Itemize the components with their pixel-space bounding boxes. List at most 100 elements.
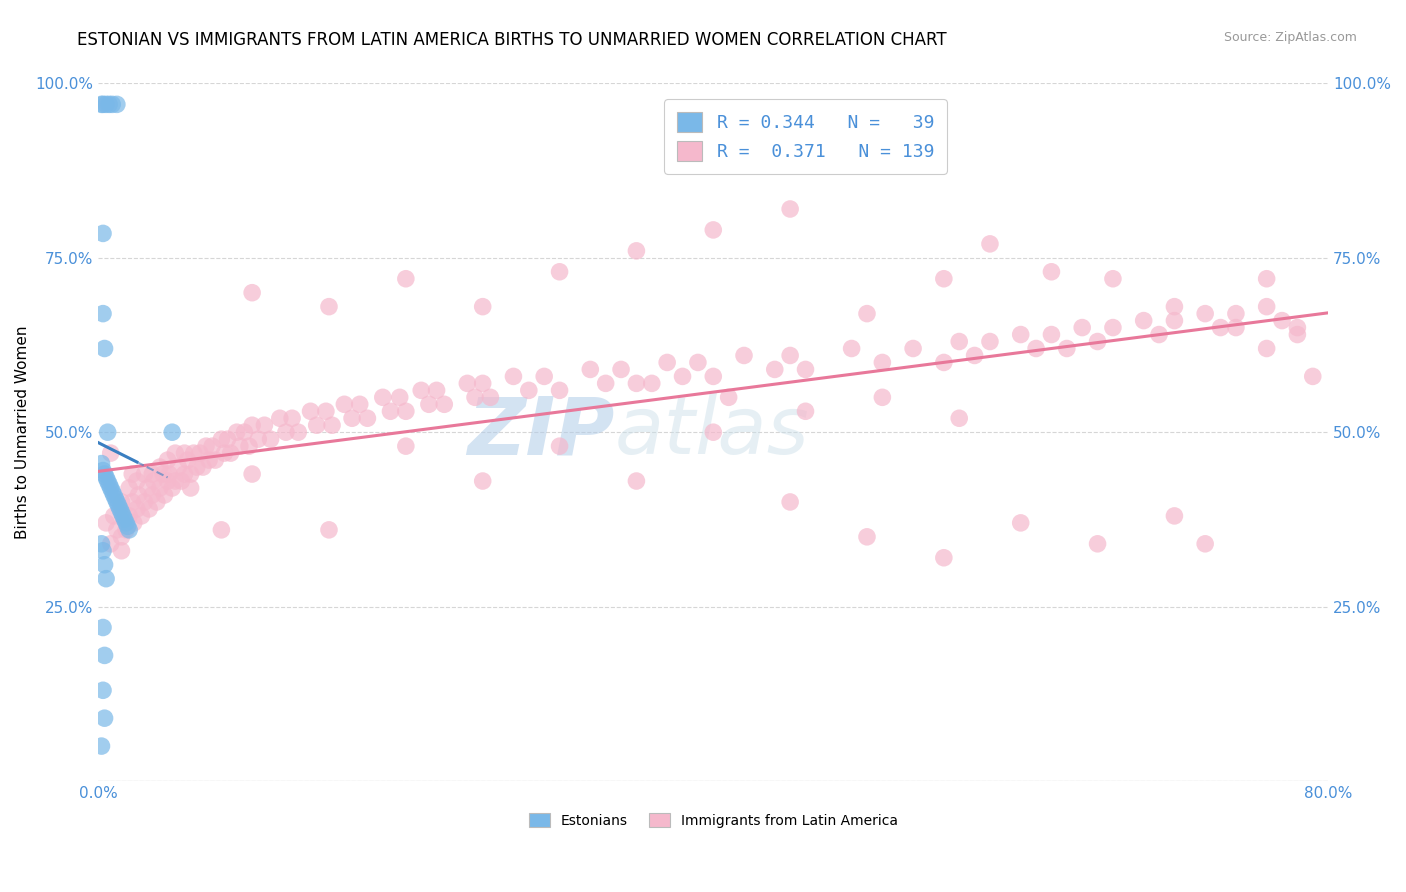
- Point: [464, 390, 486, 404]
- Point: [90, 537, 112, 551]
- Point: [948, 334, 970, 349]
- Point: [100, 481, 122, 495]
- Point: [91, 307, 114, 321]
- Point: [1163, 313, 1185, 327]
- Point: [349, 397, 371, 411]
- Point: [93, 558, 115, 572]
- Point: [1087, 537, 1109, 551]
- Point: [1132, 313, 1154, 327]
- Point: [98, 97, 121, 112]
- Point: [176, 453, 198, 467]
- Point: [127, 488, 149, 502]
- Point: [471, 376, 494, 391]
- Legend: Estonians, Immigrants from Latin America: Estonians, Immigrants from Latin America: [523, 807, 903, 833]
- Point: [233, 425, 256, 440]
- Point: [1102, 320, 1125, 334]
- Point: [901, 342, 924, 356]
- Point: [1194, 307, 1216, 321]
- Point: [118, 523, 141, 537]
- Point: [333, 397, 356, 411]
- Point: [579, 362, 602, 376]
- Point: [763, 362, 786, 376]
- Point: [595, 376, 617, 391]
- Point: [219, 446, 242, 460]
- Point: [856, 307, 879, 321]
- Point: [610, 362, 633, 376]
- Point: [240, 285, 263, 300]
- Point: [872, 390, 894, 404]
- Point: [131, 508, 153, 523]
- Point: [1147, 327, 1170, 342]
- Point: [1040, 265, 1063, 279]
- Point: [318, 523, 340, 537]
- Point: [702, 425, 724, 440]
- Point: [395, 404, 418, 418]
- Point: [794, 362, 817, 376]
- Point: [517, 384, 540, 398]
- Point: [318, 300, 340, 314]
- Point: [240, 467, 263, 481]
- Point: [779, 495, 801, 509]
- Point: [1087, 334, 1109, 349]
- Text: ESTONIAN VS IMMIGRANTS FROM LATIN AMERICA BIRTHS TO UNMARRIED WOMEN CORRELATION : ESTONIAN VS IMMIGRANTS FROM LATIN AMERIC…: [77, 31, 948, 49]
- Point: [125, 502, 148, 516]
- Point: [395, 271, 418, 285]
- Point: [1010, 327, 1032, 342]
- Point: [686, 355, 709, 369]
- Point: [160, 425, 183, 440]
- Point: [195, 439, 218, 453]
- Point: [103, 488, 125, 502]
- Point: [315, 404, 337, 418]
- Point: [626, 244, 648, 258]
- Point: [217, 432, 239, 446]
- Point: [533, 369, 555, 384]
- Point: [167, 460, 190, 475]
- Point: [426, 384, 449, 398]
- Point: [456, 376, 478, 391]
- Point: [117, 519, 139, 533]
- Point: [963, 349, 986, 363]
- Point: [153, 488, 176, 502]
- Point: [100, 537, 122, 551]
- Point: [471, 300, 494, 314]
- Point: [209, 523, 232, 537]
- Point: [91, 620, 114, 634]
- Point: [411, 384, 433, 398]
- Point: [371, 390, 394, 404]
- Y-axis label: Births to Unmarried Women: Births to Unmarried Women: [15, 326, 30, 539]
- Point: [794, 404, 817, 418]
- Point: [1302, 369, 1324, 384]
- Point: [180, 481, 202, 495]
- Point: [93, 467, 115, 481]
- Point: [1286, 327, 1309, 342]
- Point: [173, 467, 195, 481]
- Text: Source: ZipAtlas.com: Source: ZipAtlas.com: [1223, 31, 1357, 45]
- Point: [1286, 320, 1309, 334]
- Point: [657, 355, 679, 369]
- Point: [225, 425, 247, 440]
- Point: [626, 376, 648, 391]
- Point: [932, 271, 955, 285]
- Point: [165, 474, 187, 488]
- Point: [548, 265, 571, 279]
- Point: [281, 411, 304, 425]
- Point: [110, 543, 132, 558]
- Point: [118, 481, 141, 495]
- Point: [340, 411, 363, 425]
- Point: [1040, 327, 1063, 342]
- Point: [1056, 342, 1078, 356]
- Point: [1256, 342, 1278, 356]
- Point: [183, 446, 205, 460]
- Point: [932, 550, 955, 565]
- Point: [91, 97, 114, 112]
- Point: [395, 439, 418, 453]
- Point: [138, 502, 160, 516]
- Text: ZIP: ZIP: [468, 393, 614, 471]
- Point: [214, 446, 236, 460]
- Point: [98, 477, 121, 491]
- Point: [160, 481, 183, 495]
- Point: [1071, 320, 1094, 334]
- Point: [118, 508, 141, 523]
- Point: [105, 97, 128, 112]
- Point: [121, 495, 143, 509]
